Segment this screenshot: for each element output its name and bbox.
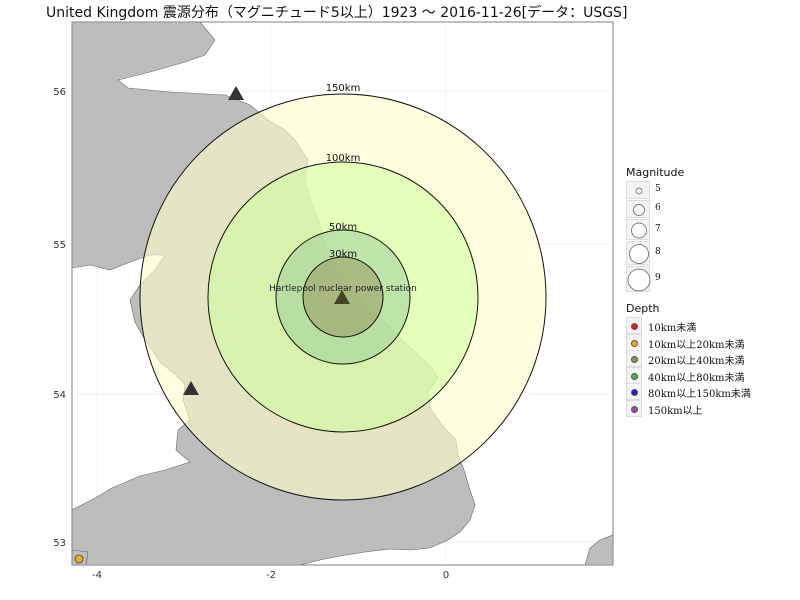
magnitude-size-circle — [627, 268, 651, 292]
y-tick-label: 55 — [53, 240, 66, 251]
land-continent — [584, 534, 613, 565]
depth-legend-label: 80km以上150km未満 — [648, 389, 751, 400]
depth-legend-item: 80km以上150km未満 — [626, 383, 786, 400]
magnitude-key — [626, 266, 651, 292]
x-tick-label: 0 — [443, 570, 449, 581]
depth-legend-item: 10km以上20km未満 — [626, 333, 786, 351]
station-label: Hartlepool nuclear power station — [269, 284, 417, 294]
depth-key — [626, 383, 642, 400]
station-marker-hartlepool — [334, 290, 350, 304]
magnitude-key — [626, 241, 650, 265]
ring-label-100km: 100km — [326, 153, 361, 164]
depth-color-dot — [631, 372, 638, 380]
magnitude-key — [626, 219, 650, 240]
depth-legend-item: 40km以上80km未満 — [626, 366, 786, 384]
magnitude-legend-label: 6 — [655, 203, 661, 213]
epicenter-point — [74, 554, 84, 564]
magnitude-legend-item: 8 — [626, 241, 776, 265]
depth-legend-item: 150km以上 — [626, 399, 786, 417]
magnitude-legend-label: 8 — [655, 247, 661, 257]
y-tick-label: 56 — [53, 87, 66, 98]
x-tick-label: -4 — [92, 570, 102, 581]
magnitude-legend-item: 9 — [626, 266, 776, 292]
magnitude-legend-label: 7 — [655, 223, 661, 234]
depth-legend-label: 40km以上80km未満 — [648, 372, 745, 384]
magnitude-size-circle — [631, 222, 647, 239]
depth-color-dot — [631, 339, 638, 347]
magnitude-legend-label: 9 — [655, 273, 661, 283]
y-tick-label: 54 — [53, 390, 66, 401]
depth-color-dot — [631, 405, 638, 413]
ring-label-50km: 50km — [329, 222, 357, 233]
ring-label-150km: 150km — [326, 83, 361, 94]
x-tick-label: -2 — [266, 570, 276, 581]
ring-label-30km: 30km — [329, 249, 357, 260]
magnitude-legend-item: 7 — [626, 219, 776, 240]
depth-legend-label: 20km以上40km未満 — [648, 356, 745, 367]
depth-key — [626, 399, 642, 417]
depth-legend-item: 10km未満 — [626, 317, 786, 334]
depth-color-dot — [631, 323, 638, 330]
depth-legend-title: Depth — [626, 302, 660, 315]
magnitude-size-circle — [635, 187, 643, 195]
y-tick-label: 53 — [53, 538, 66, 549]
depth-key — [626, 317, 642, 334]
depth-legend-label: 150km以上 — [648, 405, 703, 417]
map-title: United Kingdom 震源分布（マグニチュード5以上）1923 ～ 20… — [46, 5, 628, 21]
magnitude-legend-label: 5 — [655, 184, 661, 194]
magnitude-key — [626, 200, 650, 218]
station-marker-triangle — [183, 381, 199, 395]
magnitude-legend-title: Magnitude — [626, 166, 685, 179]
magnitude-key — [626, 181, 650, 199]
depth-legend-label: 10km以上20km未満 — [648, 339, 745, 351]
station-marker-triangle — [228, 86, 244, 100]
magnitude-legend-item: 5 — [626, 181, 776, 199]
magnitude-legend-item: 6 — [626, 200, 776, 218]
depth-key — [626, 350, 642, 367]
depth-legend-label: 10km未満 — [648, 323, 697, 334]
magnitude-size-circle — [633, 204, 645, 216]
depth-key — [626, 333, 642, 351]
depth-legend-item: 20km以上40km未満 — [626, 350, 786, 367]
depth-color-dot — [631, 389, 638, 396]
depth-key — [626, 366, 642, 384]
magnitude-size-circle — [629, 244, 649, 264]
depth-color-dot — [631, 356, 638, 363]
